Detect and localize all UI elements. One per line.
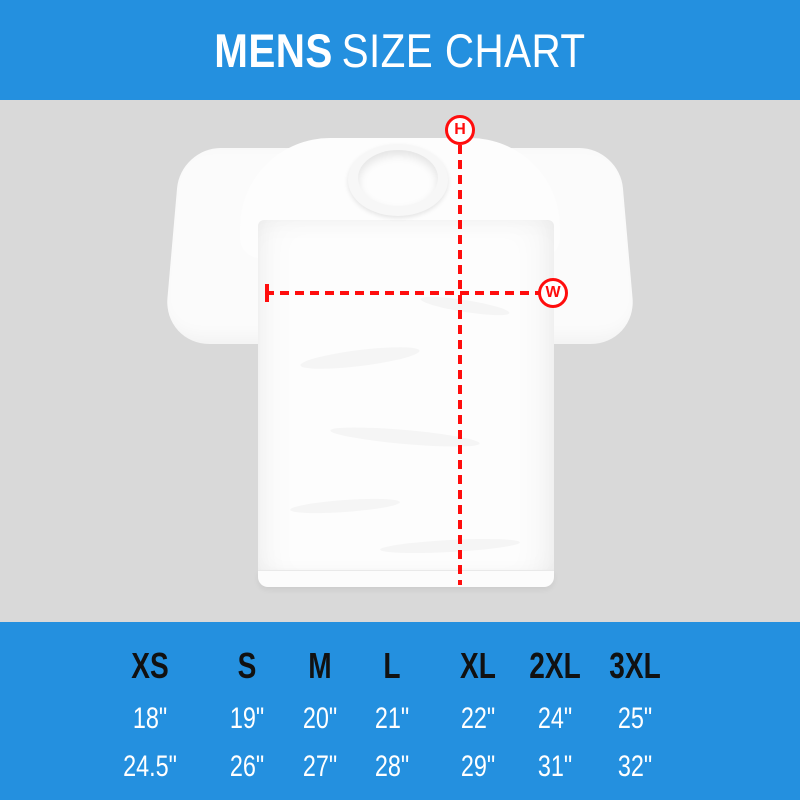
size-label-l: L	[383, 645, 401, 686]
garment-stage: H W	[0, 100, 800, 622]
length-value-l: 28"	[374, 750, 410, 783]
length-value-xs: 24.5"	[123, 750, 177, 783]
title-bold-part: MENS	[214, 23, 333, 77]
width-value-3xl: 25"	[617, 702, 653, 735]
length-value-2xl: 31"	[537, 750, 573, 783]
width-value-xl: 22"	[460, 702, 496, 735]
length-value-m: 27"	[302, 750, 338, 783]
size-label-2xl: 2XL	[529, 645, 581, 686]
page-title: MENS SIZE CHART	[214, 27, 585, 74]
tshirt-illustration	[0, 100, 800, 622]
size-label-xs: XS	[131, 645, 169, 686]
size-label-s: S	[237, 645, 257, 686]
size-label-xl: XL	[460, 645, 496, 686]
size-label-3xl: 3XL	[609, 645, 661, 686]
tshirt-body	[258, 220, 554, 586]
width-guide-endcap	[265, 284, 269, 302]
size-table: XS S M L XL 2XL 3XL 18" 19" 20" 21" 22" …	[0, 622, 800, 800]
width-value-m: 20"	[302, 702, 338, 735]
length-value-3xl: 32"	[617, 750, 653, 783]
header-band: MENS SIZE CHART	[0, 0, 800, 100]
tshirt-hem	[258, 570, 554, 587]
length-value-s: 26"	[229, 750, 265, 783]
size-label-m: M	[308, 645, 332, 686]
height-marker-label: H	[454, 121, 466, 138]
width-marker-label: W	[545, 284, 561, 301]
tshirt-neck-opening	[358, 150, 438, 206]
width-value-xs: 18"	[132, 702, 168, 735]
height-marker: H	[445, 115, 475, 145]
width-value-l: 21"	[374, 702, 410, 735]
length-value-xl: 29"	[460, 750, 496, 783]
width-guide-line	[265, 291, 546, 295]
width-marker: W	[538, 278, 568, 308]
height-guide-line	[458, 130, 462, 585]
title-light-part: SIZE CHART	[341, 23, 586, 77]
width-value-s: 19"	[229, 702, 265, 735]
width-value-2xl: 24"	[537, 702, 573, 735]
